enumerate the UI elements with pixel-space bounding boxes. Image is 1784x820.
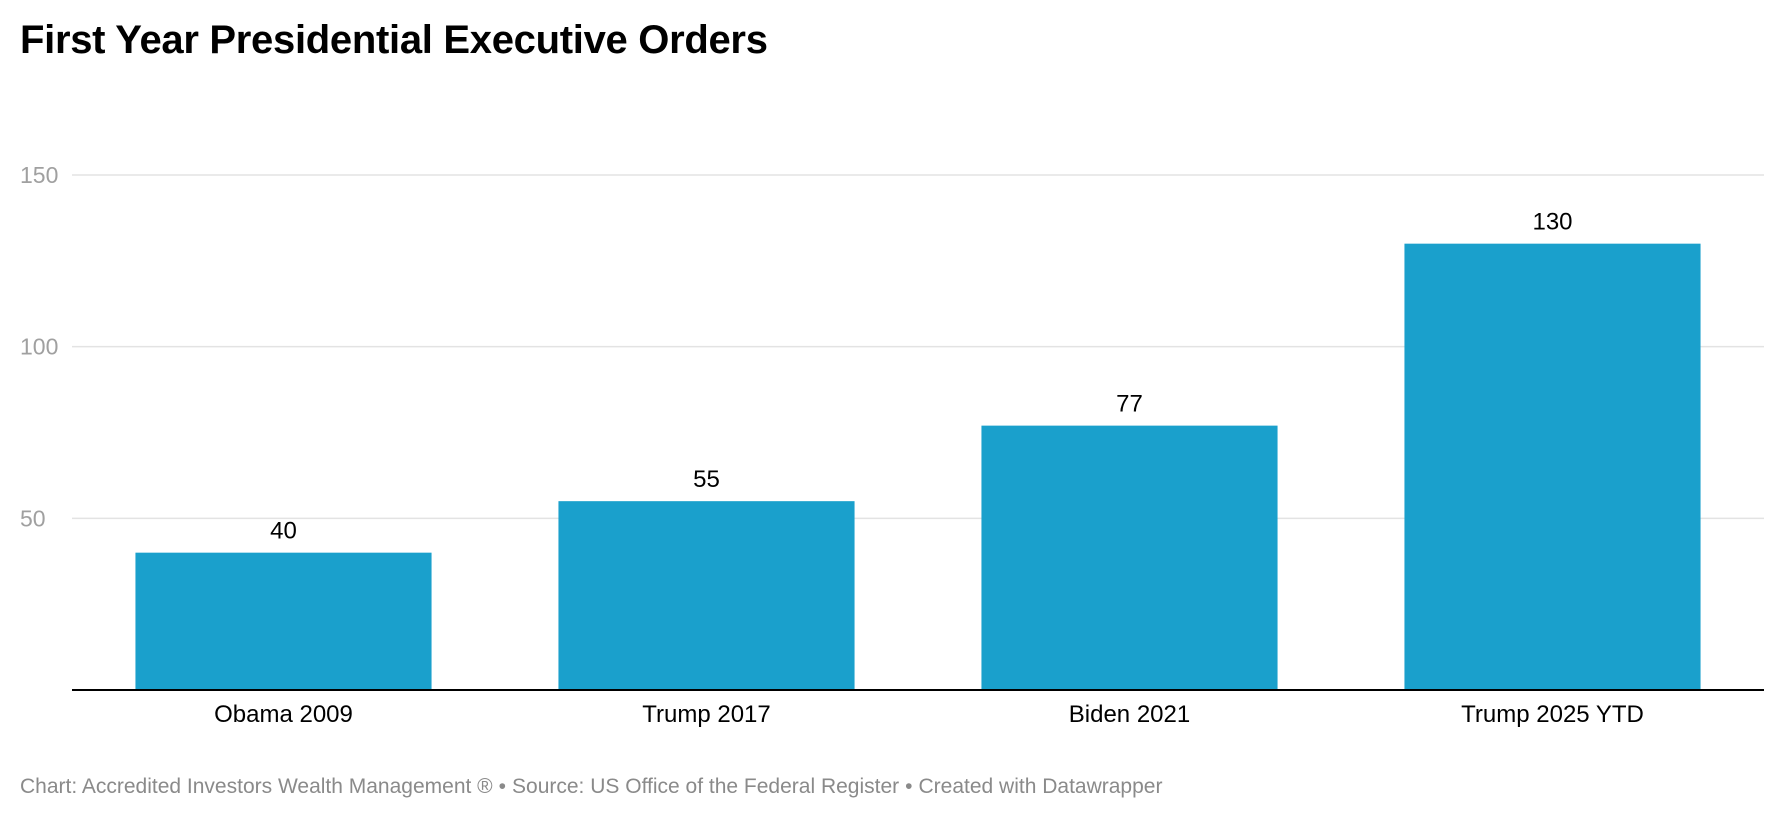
chart-footer: Chart: Accredited Investors Wealth Manag… — [20, 775, 1162, 799]
footer-separator: • — [905, 775, 913, 798]
bar — [135, 552, 432, 690]
bar-value-label: 77 — [1116, 391, 1143, 418]
data-labels: 40 55 77 130 — [270, 209, 1572, 545]
x-tick-label: Obama 2009 — [214, 701, 353, 728]
bar — [1404, 243, 1701, 690]
bar-value-label: 55 — [693, 466, 720, 493]
x-tick-label: Trump 2017 — [642, 701, 771, 728]
bar — [558, 501, 855, 690]
y-tick-label: 50 — [20, 505, 46, 531]
y-axis-ticks: 50 100 150 — [20, 162, 58, 531]
bar — [981, 425, 1278, 690]
y-tick-label: 150 — [20, 162, 58, 188]
footer-separator: • — [498, 775, 507, 798]
created-with-note: Created with Datawrapper — [918, 775, 1163, 798]
chart-title: First Year Presidential Executive Orders — [20, 18, 768, 62]
chart-credit: Chart: Accredited Investors Wealth Manag… — [20, 775, 493, 798]
y-tick-label: 100 — [20, 334, 58, 360]
x-tick-label: Biden 2021 — [1069, 701, 1190, 728]
source-note: Source: US Office of the Federal Registe… — [512, 775, 900, 798]
bar-value-label: 40 — [270, 518, 297, 545]
bar-value-label: 130 — [1532, 209, 1572, 236]
x-tick-label: Trump 2025 YTD — [1461, 701, 1644, 728]
x-axis-ticks: Obama 2009 Trump 2017 Biden 2021 Trump 2025… — [214, 701, 1644, 728]
bars — [135, 243, 1701, 690]
